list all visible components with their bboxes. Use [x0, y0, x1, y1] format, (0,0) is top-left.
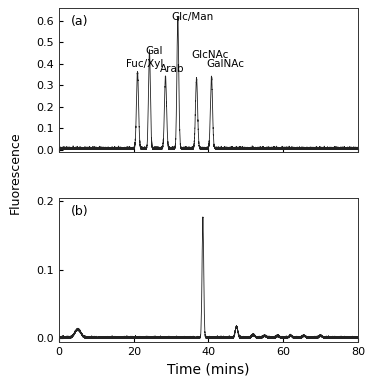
Text: Gal: Gal	[146, 46, 163, 56]
Text: (a): (a)	[71, 15, 89, 28]
Text: Glc/Man: Glc/Man	[171, 12, 213, 22]
Text: (b): (b)	[71, 205, 89, 218]
Text: Fuc/Xyl: Fuc/Xyl	[125, 59, 163, 69]
Text: GalNAc: GalNAc	[207, 59, 245, 69]
Text: Arab: Arab	[160, 64, 184, 74]
Text: GlcNAc: GlcNAc	[192, 50, 229, 60]
X-axis label: Time (mins): Time (mins)	[167, 362, 250, 376]
Text: Fluorescence: Fluorescence	[8, 131, 21, 214]
